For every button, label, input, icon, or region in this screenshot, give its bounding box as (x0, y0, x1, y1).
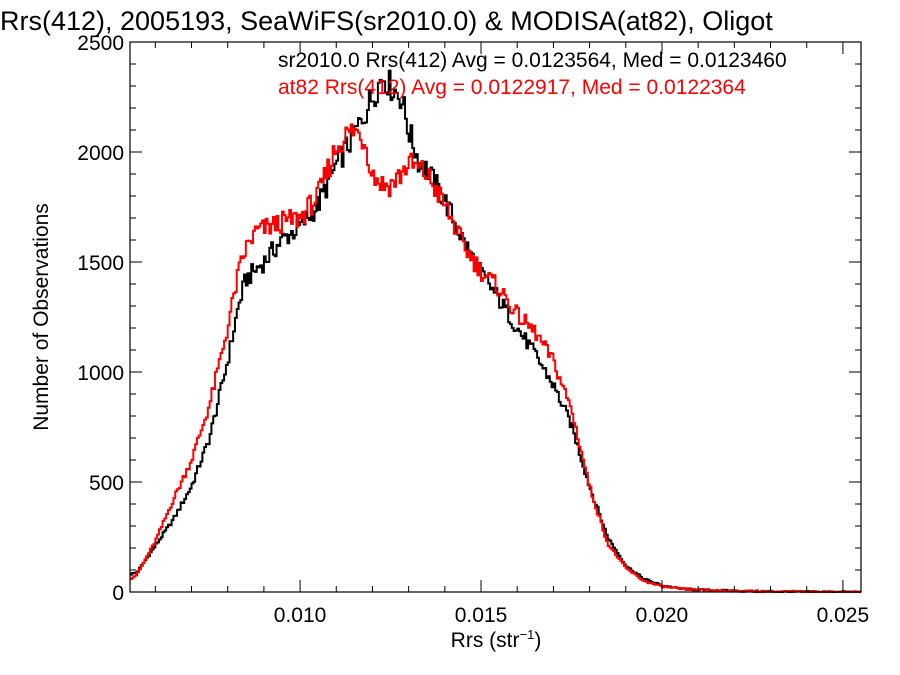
y-tick-label: 2000 (77, 142, 124, 165)
y-tick-label: 500 (89, 472, 124, 495)
legend-entry-at82: at82 Rrs(412) Avg = 0.0122917, Med = 0.0… (278, 76, 746, 99)
x-axis-label-close: ) (534, 629, 541, 652)
y-tick-label: 1500 (77, 252, 124, 275)
x-tick-label: 0.025 (817, 604, 870, 627)
chart-title: Rrs(412), 2005193, SeaWiFS(sr2010.0) & M… (0, 6, 773, 36)
y-tick-label: 0 (112, 582, 124, 605)
series-line-0 (130, 69, 861, 593)
x-tick-label: 0.015 (455, 604, 508, 627)
series-line-1 (130, 123, 861, 593)
y-axis-label: Number of Observations (30, 203, 53, 431)
x-tick-label: 0.020 (636, 604, 689, 627)
x-axis-label-superscript: −1 (520, 627, 535, 642)
x-axis-label-text: Rrs (str (451, 629, 520, 652)
y-tick-label: 2500 (77, 32, 124, 55)
x-tick-label: 0.010 (274, 604, 327, 627)
x-axis-label: Rrs (str−1) (451, 627, 542, 652)
y-tick-label: 1000 (77, 362, 124, 385)
data-layer (130, 69, 861, 593)
plot-frame (129, 41, 862, 593)
tick-layer: 0.010 0.015 0.020 0.025 0 500 1000 1500 2000 2500 (77, 32, 869, 627)
legend-entry-sr2010: sr2010.0 Rrs(412) Avg = 0.0123564, Med =… (278, 49, 787, 72)
